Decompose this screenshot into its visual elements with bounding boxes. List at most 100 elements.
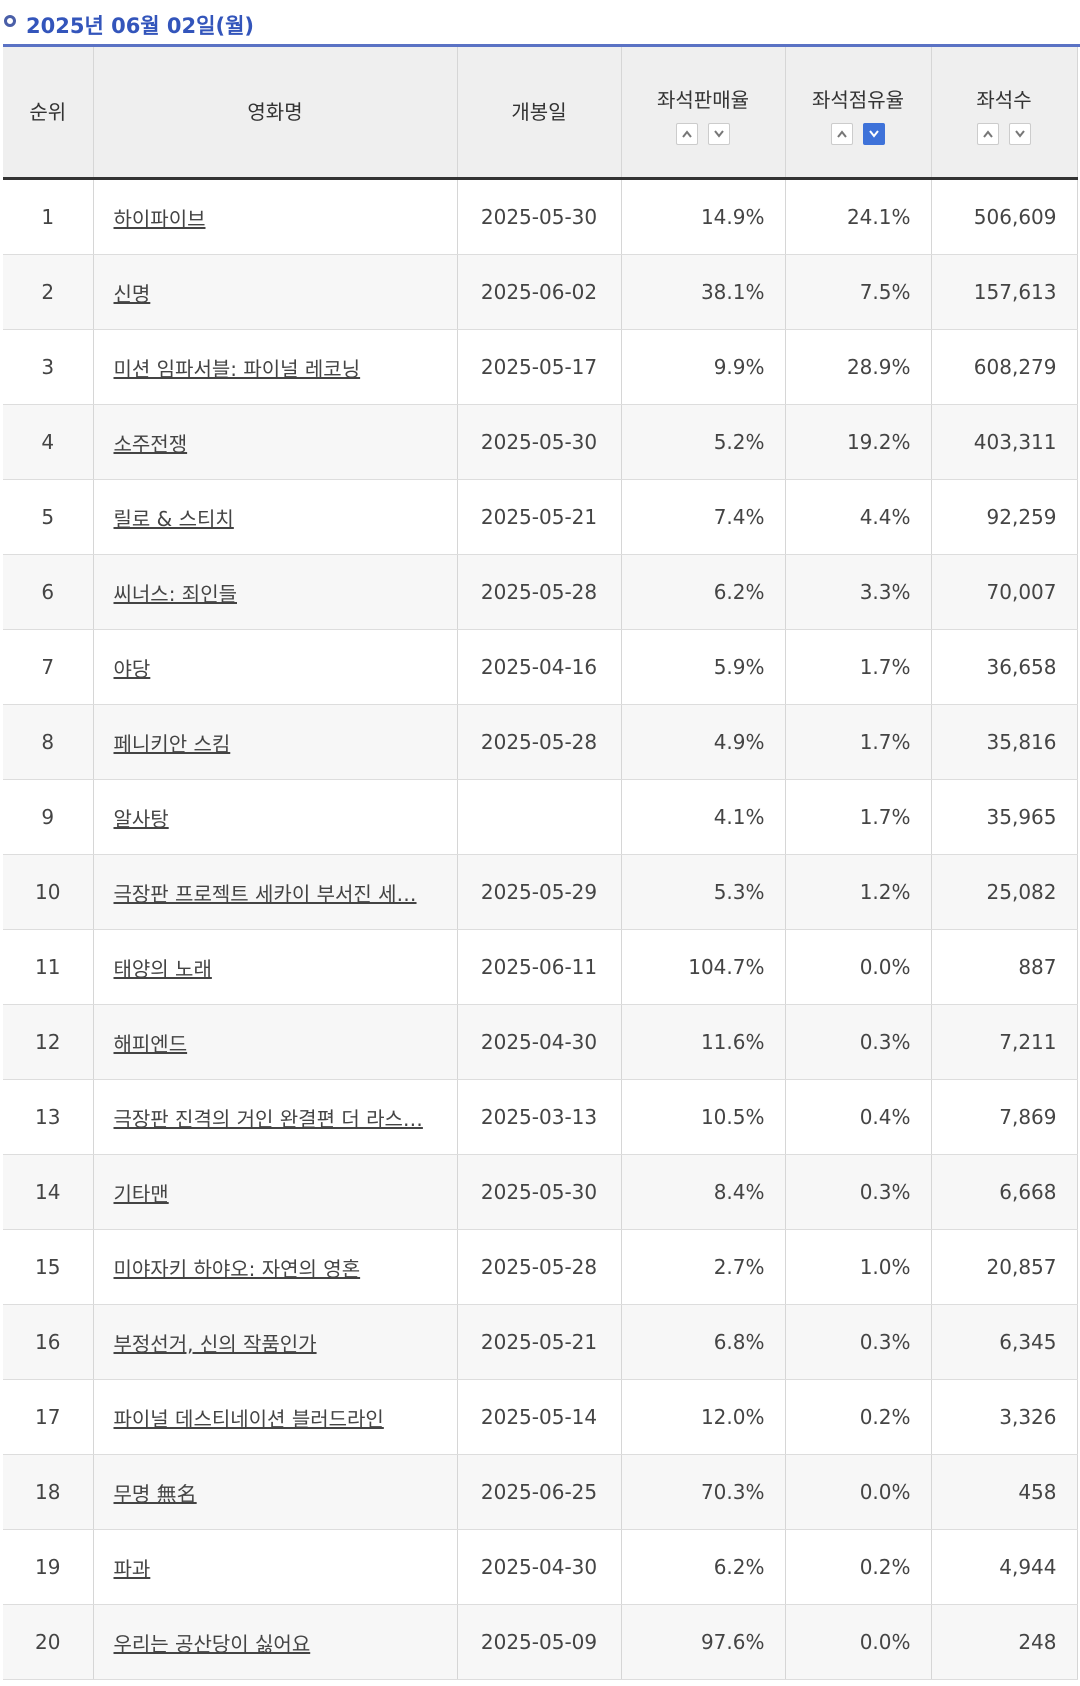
- table-row: 10 극장판 프로젝트 세카이 부서진 세… 2025-05-29 5.3% 1.2% 2…: [3, 854, 1078, 930]
- table-row: 11 태양의 노래 2025-06-11 104.7% 0.0% 887: [3, 929, 1078, 1005]
- movie-title-link[interactable]: 페니키안 스킴: [113, 731, 231, 756]
- title-cell: 기타맨: [93, 1154, 458, 1230]
- occupancy-cell: 0.2%: [785, 1529, 932, 1605]
- table-row: 1 하이파이브 2025-05-30 14.9% 24.1% 506,609: [3, 178, 1078, 255]
- table-row: 2 신명 2025-06-02 38.1% 7.5% 157,613: [3, 254, 1078, 330]
- release-date-text: 2025-05-29: [480, 879, 598, 904]
- rank-cell: 2: [3, 254, 94, 330]
- movie-title-link[interactable]: 해피엔드: [113, 1031, 188, 1056]
- sales-rate-cell: 9.9%: [621, 329, 786, 405]
- chevron-down-icon: [1015, 130, 1025, 138]
- seats-cell: 6,668: [931, 1154, 1078, 1230]
- rank-cell: 15: [3, 1229, 94, 1305]
- occupancy-cell: 1.7%: [785, 779, 932, 855]
- sales-rate-cell: 4.9%: [621, 704, 786, 780]
- movie-title-link[interactable]: 야당: [113, 656, 151, 681]
- occupancy-cell: 0.3%: [785, 1304, 932, 1380]
- release-date-text: 2025-05-21: [480, 504, 598, 529]
- movie-title-link[interactable]: 알사탕: [113, 806, 169, 831]
- movie-title-link[interactable]: 파이널 데스티네이션 블러드라인: [113, 1406, 384, 1431]
- rank-cell: 12: [3, 1004, 94, 1080]
- table-row: 17 파이널 데스티네이션 블러드라인 2025-05-14 12.0% 0.2% 3,3…: [3, 1379, 1078, 1455]
- table-row: 7 야당 2025-04-16 5.9% 1.7% 36,658: [3, 629, 1078, 705]
- release-date-text: 2025-04-16: [480, 654, 598, 679]
- movie-title-link[interactable]: 무명 無名: [113, 1481, 197, 1506]
- release-date-cell: 2025-05-29: [457, 854, 622, 930]
- sales-rate-cell: 104.7%: [621, 929, 786, 1005]
- movie-title-link[interactable]: 부정선거, 신의 작품인가: [113, 1331, 317, 1356]
- table-row: 6 씨너스: 죄인들 2025-05-28 6.2% 3.3% 70,007: [3, 554, 1078, 630]
- release-date-cell: 2025-05-28: [457, 704, 622, 780]
- sort-ascending-button[interactable]: [977, 123, 999, 145]
- release-date-text: 2025-06-11: [480, 954, 598, 979]
- release-date-cell: 2025-06-25: [457, 1454, 622, 1530]
- occupancy-cell: 3.3%: [785, 554, 932, 630]
- column-header-release: 개봉일: [457, 47, 622, 180]
- sales-rate-cell: 6.2%: [621, 554, 786, 630]
- title-cell: 릴로 & 스티치: [93, 479, 458, 555]
- movie-title-link[interactable]: 하이파이브: [113, 206, 206, 231]
- occupancy-cell: 1.7%: [785, 704, 932, 780]
- sales-rate-cell: 6.2%: [621, 1529, 786, 1605]
- sales-rate-cell: 5.9%: [621, 629, 786, 705]
- column-header-occupancy: 좌석점유율: [785, 47, 932, 180]
- rank-cell: 1: [3, 178, 94, 255]
- table-row: 13 극장판 진격의 거인 완결편 더 라스… 2025-03-13 10.5% 0.4…: [3, 1079, 1078, 1155]
- table-row: 3 미션 임파서블: 파이널 레코닝 2025-05-17 9.9% 28.9% 608,…: [3, 329, 1078, 405]
- occupancy-cell: 1.2%: [785, 854, 932, 930]
- sort-descending-button[interactable]: [708, 123, 730, 145]
- seats-cell: 458: [931, 1454, 1078, 1530]
- sort-ascending-button[interactable]: [676, 123, 698, 145]
- seats-cell: 506,609: [931, 178, 1078, 255]
- movie-title-link[interactable]: 파과: [113, 1556, 151, 1581]
- movie-title-link[interactable]: 릴로 & 스티치: [113, 506, 234, 531]
- occupancy-cell: 19.2%: [785, 404, 932, 480]
- sales-rate-cell: 14.9%: [621, 178, 786, 255]
- movie-title-link[interactable]: 미션 임파서블: 파이널 레코닝: [113, 356, 361, 381]
- title-cell: 극장판 프로젝트 세카이 부서진 세…: [93, 854, 458, 930]
- table-row: 15 미야자키 하야오: 자연의 영혼 2025-05-28 2.7% 1.0% 20,8…: [3, 1229, 1078, 1305]
- seats-cell: 6,345: [931, 1304, 1078, 1380]
- table-row: 12 해피엔드 2025-04-30 11.6% 0.3% 7,211: [3, 1004, 1078, 1080]
- occupancy-cell: 4.4%: [785, 479, 932, 555]
- sort-descending-button-active[interactable]: [863, 123, 885, 145]
- rank-cell: 18: [3, 1454, 94, 1530]
- occupancy-cell: 0.0%: [785, 1454, 932, 1530]
- movie-title-link[interactable]: 극장판 진격의 거인 완결편 더 라스…: [113, 1106, 423, 1131]
- release-date-text: 2025-05-30: [480, 429, 598, 454]
- seats-cell: 248: [931, 1604, 1078, 1680]
- release-date-cell: 2025-06-02: [457, 254, 622, 330]
- movie-title-link[interactable]: 소주전쟁: [113, 431, 188, 456]
- chevron-up-icon: [983, 130, 993, 138]
- column-header-title: 영화명: [93, 47, 458, 180]
- sort-descending-button[interactable]: [1009, 123, 1031, 145]
- movie-title-link[interactable]: 씨너스: 죄인들: [113, 581, 238, 606]
- movie-title-link[interactable]: 신명: [113, 281, 151, 306]
- release-date-text: 2025-05-09: [480, 1629, 598, 1654]
- rank-cell: 16: [3, 1304, 94, 1380]
- movie-title-link[interactable]: 기타맨: [113, 1181, 169, 1206]
- release-date-cell: 2025-05-28: [457, 1229, 622, 1305]
- release-date-cell: 2025-04-30: [457, 1529, 622, 1605]
- release-date-text: 2025-04-30: [480, 1029, 598, 1054]
- movie-title-link[interactable]: 태양의 노래: [113, 956, 212, 981]
- title-cell: 씨너스: 죄인들: [93, 554, 458, 630]
- sales-rate-cell: 5.3%: [621, 854, 786, 930]
- movie-title-link[interactable]: 우리는 공산당이 싫어요: [113, 1631, 311, 1656]
- sales-rate-cell: 38.1%: [621, 254, 786, 330]
- sort-ascending-button[interactable]: [831, 123, 853, 145]
- title-cell: 우리는 공산당이 싫어요: [93, 1604, 458, 1680]
- movie-title-link[interactable]: 극장판 프로젝트 세카이 부서진 세…: [113, 881, 417, 906]
- movie-title-link[interactable]: 미야자키 하야오: 자연의 영혼: [113, 1256, 361, 1281]
- chevron-down-icon: [869, 130, 879, 138]
- table-row: 9 알사탕 4.1% 1.7% 35,965: [3, 779, 1078, 855]
- seats-cell: 20,857: [931, 1229, 1078, 1305]
- release-date-text: 2025-04-30: [480, 1554, 598, 1579]
- release-date-text: 2025-05-28: [480, 1254, 598, 1279]
- sort-controls: [932, 123, 1077, 145]
- seats-cell: 35,816: [931, 704, 1078, 780]
- occupancy-cell: 7.5%: [785, 254, 932, 330]
- sales-rate-cell: 4.1%: [621, 779, 786, 855]
- rank-cell: 3: [3, 329, 94, 405]
- rank-cell: 19: [3, 1529, 94, 1605]
